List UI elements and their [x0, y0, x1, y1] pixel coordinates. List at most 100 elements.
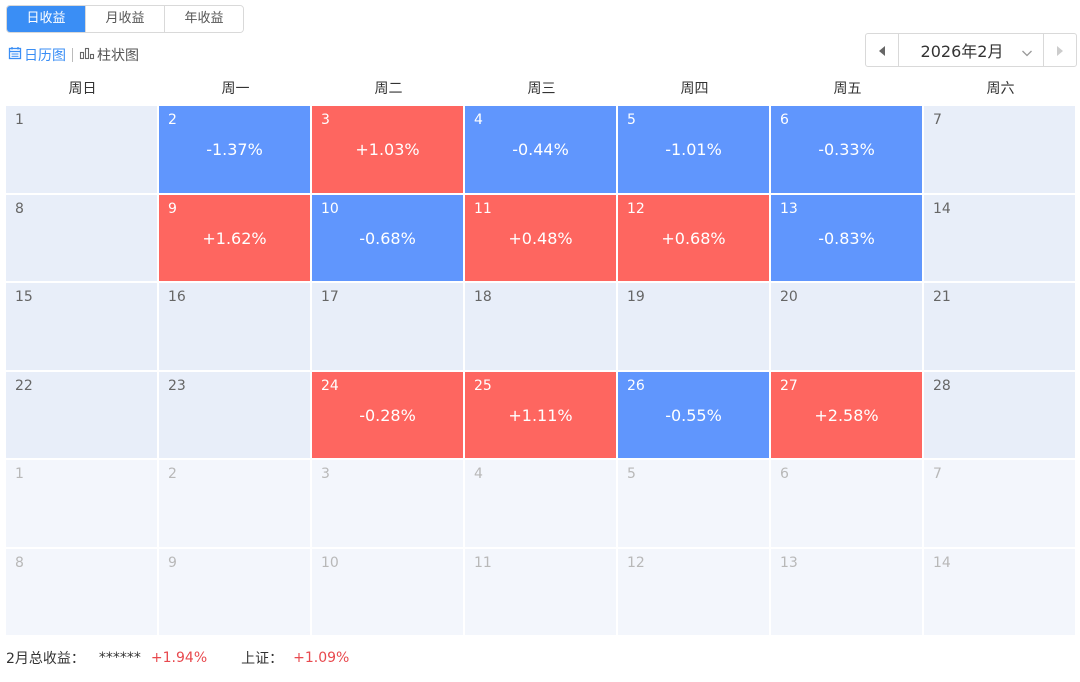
- day-number: 6: [780, 112, 789, 128]
- index-value: +1.09%: [293, 650, 350, 666]
- daily-return: +1.11%: [508, 405, 573, 425]
- bar-view-button[interactable]: 柱状图: [79, 45, 139, 65]
- daily-return: +1.03%: [355, 140, 420, 159]
- calendar-day-cell[interactable]: 10 -0.68%: [312, 194, 463, 281]
- day-number: 11: [474, 554, 492, 571]
- calendar-day-cell[interactable]: 1: [6, 460, 157, 547]
- calendar-view-button[interactable]: 日历图: [8, 45, 66, 65]
- calendar-day-cell[interactable]: 28: [924, 371, 1075, 458]
- daily-return: -0.44%: [512, 140, 569, 159]
- calendar-day-cell[interactable]: 21: [924, 283, 1075, 370]
- day-number: 8: [15, 200, 24, 217]
- calendar-day-cell[interactable]: 9 +1.62%: [159, 194, 310, 281]
- calendar-day-cell[interactable]: 3 +1.03%: [312, 106, 463, 193]
- calendar-day-cell[interactable]: 22: [6, 371, 157, 458]
- calendar-day-cell[interactable]: 26 -0.55%: [618, 371, 769, 458]
- calendar-day-cell[interactable]: 8: [6, 548, 157, 635]
- prev-month-button[interactable]: [866, 34, 899, 66]
- tab-monthly-earnings[interactable]: 月收益: [86, 6, 165, 32]
- calendar-day-cell[interactable]: 4: [465, 460, 616, 547]
- weekday-thu: 周四: [680, 81, 709, 97]
- calendar-view-label: 日历图: [24, 48, 66, 64]
- day-number: 13: [780, 200, 798, 217]
- daily-return: +1.62%: [202, 228, 267, 248]
- day-number: 22: [15, 377, 33, 394]
- next-month-button[interactable]: [1043, 34, 1076, 66]
- calendar-day-cell[interactable]: 25 +1.11%: [465, 371, 616, 458]
- calendar-day-cell[interactable]: 16: [159, 283, 310, 370]
- weekday-fri: 周五: [833, 81, 862, 97]
- day-number: 1: [15, 112, 24, 128]
- calendar-day-cell[interactable]: 7: [924, 106, 1075, 193]
- month-select[interactable]: 2026年2月: [899, 34, 1043, 66]
- daily-return: -0.33%: [818, 140, 875, 159]
- earnings-period-tabs: 日收益 月收益 年收益: [6, 5, 244, 33]
- daily-return: +0.48%: [508, 228, 573, 248]
- calendar-day-cell[interactable]: 15: [6, 283, 157, 370]
- day-number: 8: [15, 554, 24, 571]
- calendar-day-cell[interactable]: 14: [924, 194, 1075, 281]
- calendar-day-cell[interactable]: 1: [6, 106, 157, 193]
- calendar-day-cell[interactable]: 13 -0.83%: [771, 194, 922, 281]
- month-picker: 2026年2月: [865, 33, 1077, 67]
- tab-yearly-earnings[interactable]: 年收益: [165, 6, 243, 32]
- day-number: 9: [168, 554, 177, 571]
- calendar-day-cell[interactable]: 27 +2.58%: [771, 371, 922, 458]
- calendar-day-cell[interactable]: 19: [618, 283, 769, 370]
- calendar-day-cell[interactable]: 7: [924, 460, 1075, 547]
- index-label: 上证：: [241, 651, 284, 667]
- calendar-day-cell[interactable]: 20: [771, 283, 922, 370]
- day-number: 20: [780, 289, 798, 305]
- calendar-day-cell[interactable]: 17: [312, 283, 463, 370]
- day-number: 2: [168, 112, 177, 128]
- calendar-day-cell[interactable]: 6: [771, 460, 922, 547]
- calendar-day-cell[interactable]: 5 -1.01%: [618, 106, 769, 193]
- day-number: 21: [933, 289, 951, 305]
- weekday-header: 周日 周一 周二 周三 周四 周五 周六: [6, 76, 1077, 102]
- calendar-day-cell[interactable]: 14: [924, 548, 1075, 635]
- calendar-day-cell[interactable]: 9: [159, 548, 310, 635]
- calendar-day-cell[interactable]: 2 -1.37%: [159, 106, 310, 193]
- calendar-day-cell[interactable]: 4 -0.44%: [465, 106, 616, 193]
- tab-daily-earnings[interactable]: 日收益: [7, 6, 86, 32]
- total-earnings-label: 2月总收益：: [6, 651, 85, 667]
- calendar-day-cell[interactable]: 3: [312, 460, 463, 547]
- day-number: 14: [933, 554, 951, 571]
- daily-return: -0.68%: [359, 228, 416, 248]
- selected-month: 2026年2月: [920, 42, 1004, 61]
- calendar-icon: [8, 46, 24, 64]
- calendar-day-cell[interactable]: 18: [465, 283, 616, 370]
- calendar-day-cell[interactable]: 6 -0.33%: [771, 106, 922, 193]
- calendar-day-cell[interactable]: 10: [312, 548, 463, 635]
- day-number: 4: [474, 112, 483, 128]
- calendar-day-cell[interactable]: 23: [159, 371, 310, 458]
- calendar-week-row: 15 16 17 18 19 20 21: [6, 283, 1077, 372]
- calendar-week-row: 22 23 24 -0.28% 25 +1.11% 26 -0.55% 27 +2.58% 28: [6, 371, 1077, 461]
- calendar-day-cell[interactable]: 12 +0.68%: [618, 194, 769, 281]
- day-number: 3: [321, 112, 330, 128]
- day-number: 10: [321, 200, 339, 217]
- day-number: 19: [627, 289, 645, 305]
- calendar-week-row: 8 9 10 11 12 13 14: [6, 548, 1077, 638]
- day-number: 12: [627, 200, 645, 217]
- caret-right-icon: [1056, 41, 1064, 60]
- calendar-day-cell[interactable]: 5: [618, 460, 769, 547]
- calendar-day-cell[interactable]: 2: [159, 460, 310, 547]
- calendar-day-cell[interactable]: 24 -0.28%: [312, 371, 463, 458]
- daily-return: -0.55%: [665, 405, 722, 425]
- calendar-day-cell[interactable]: 12: [618, 548, 769, 635]
- caret-left-icon: [878, 41, 886, 60]
- day-number: 11: [474, 200, 492, 217]
- calendar-day-cell[interactable]: 11: [465, 548, 616, 635]
- day-number: 23: [168, 377, 186, 394]
- calendar-day-cell[interactable]: 8: [6, 194, 157, 281]
- weekday-sat: 周六: [986, 81, 1015, 97]
- bar-view-label: 柱状图: [97, 48, 139, 64]
- calendar-week-row: 1 2 3 4 5 6 7: [6, 460, 1077, 549]
- calendar-day-cell[interactable]: 11 +0.48%: [465, 194, 616, 281]
- masked-amount[interactable]: ******: [98, 650, 141, 666]
- daily-return: +2.58%: [814, 405, 879, 425]
- day-number: 4: [474, 466, 483, 482]
- calendar-day-cell[interactable]: 13: [771, 548, 922, 635]
- day-number: 24: [321, 377, 339, 394]
